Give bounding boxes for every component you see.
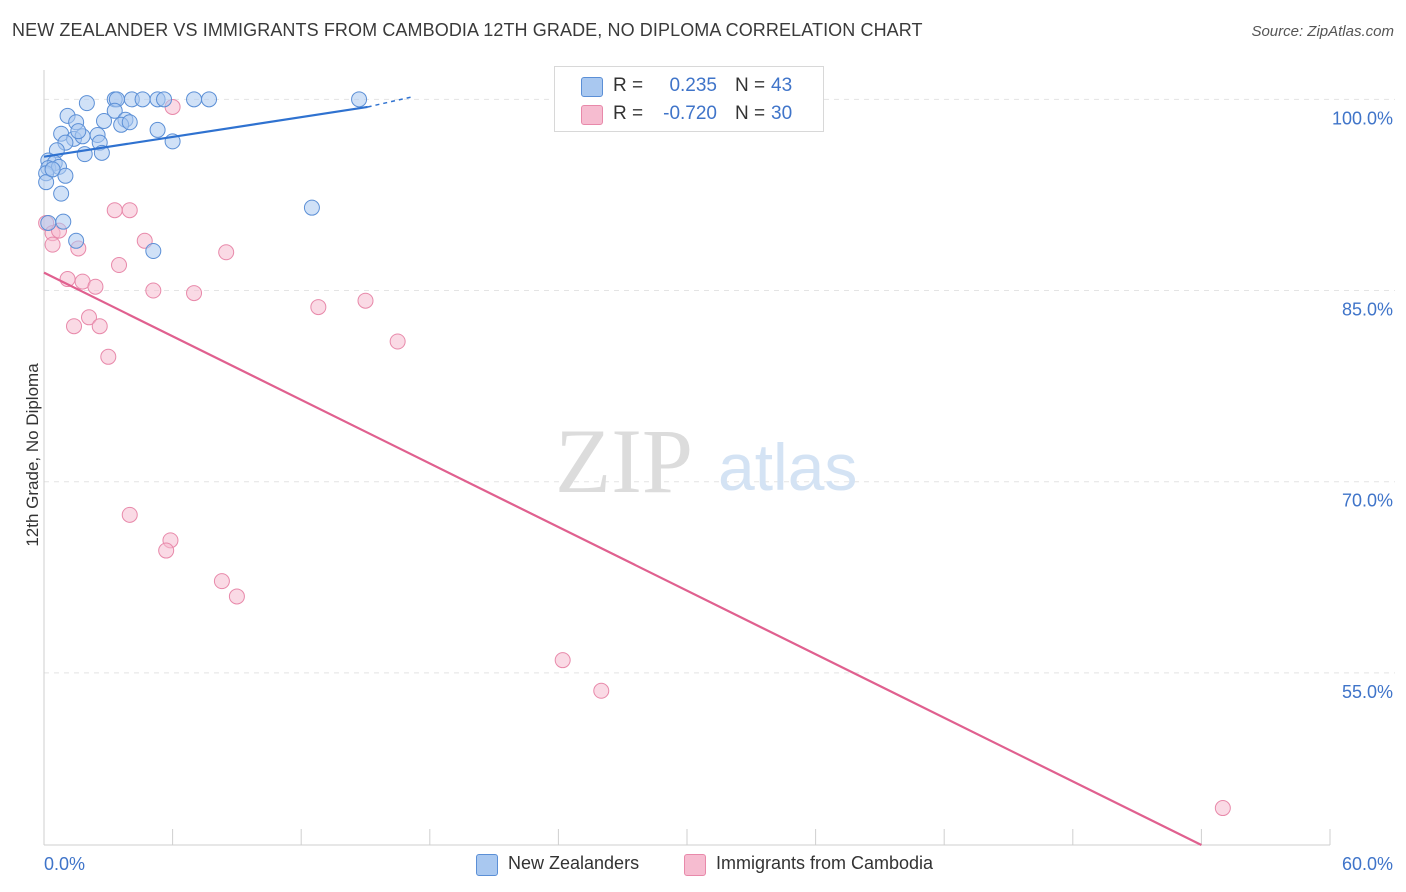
data-point-cambodia <box>218 244 235 261</box>
x-tick-label: 60.0% <box>1342 854 1393 874</box>
data-point-new-zealander <box>134 91 151 108</box>
watermark-atlas: atlas <box>718 430 857 504</box>
data-point-cambodia <box>310 299 327 316</box>
data-point-cambodia <box>357 292 374 309</box>
data-point-cambodia <box>389 333 406 350</box>
y-tick-labels: 55.0% 70.0% 85.0% 100.0% <box>1332 108 1393 702</box>
data-point-new-zealander <box>156 91 173 108</box>
data-point-new-zealander <box>145 243 162 260</box>
data-point-new-zealander <box>351 91 368 108</box>
watermark: ZIP atlas <box>555 410 857 512</box>
watermark-zip: ZIP <box>555 410 693 512</box>
data-point-cambodia <box>136 232 153 249</box>
data-point-cambodia <box>100 348 117 365</box>
legend-swatch-pink <box>581 105 603 125</box>
data-point-new-zealander <box>121 114 138 131</box>
legend-row-new-zealanders: R = 0.235 N = 43 <box>555 73 823 101</box>
y-tick-label: 55.0% <box>1342 682 1393 702</box>
data-point-cambodia <box>145 282 162 299</box>
data-point-cambodia <box>87 278 104 295</box>
data-point-new-zealander <box>53 185 70 202</box>
correlation-legend: R = 0.235 N = 43 R = -0.720 N = 30 <box>554 66 824 132</box>
source-label: Source: ZipAtlas.com <box>1251 23 1394 40</box>
legend-n-label: N = <box>735 103 766 124</box>
data-point-new-zealander <box>57 167 74 184</box>
axes <box>43 70 1331 846</box>
data-point-cambodia <box>186 285 203 302</box>
legend-row-immigrants-from-cambodia: R = -0.720 N = 30 <box>555 101 823 129</box>
legend-r-value: 0.235 <box>669 75 717 96</box>
legend-n-value: 30 <box>771 103 793 124</box>
bottom-legend-swatch-blue <box>476 854 498 876</box>
bottom-legend-swatch-pink <box>684 854 706 876</box>
y-tick-label: 70.0% <box>1342 491 1393 511</box>
series-new-zealanders <box>38 91 368 260</box>
data-point-new-zealander <box>149 121 166 138</box>
data-point-cambodia <box>158 542 175 559</box>
trend-lines <box>43 96 1202 846</box>
data-point-new-zealander <box>106 102 123 119</box>
chart-title: NEW ZEALANDER VS IMMIGRANTS FROM CAMBODI… <box>12 20 923 40</box>
data-point-new-zealander <box>186 91 203 108</box>
bottom-legend-label: Immigrants from Cambodia <box>716 853 934 873</box>
data-point-new-zealander <box>303 199 320 216</box>
data-point-cambodia <box>213 573 230 590</box>
data-point-new-zealander <box>201 91 218 108</box>
legend-r-label: R = <box>613 75 644 96</box>
data-point-new-zealander <box>70 123 87 140</box>
data-point-cambodia <box>554 652 571 669</box>
data-point-new-zealander <box>96 112 113 129</box>
data-point-cambodia <box>593 682 610 699</box>
x-tick-labels: 0.0% 60.0% <box>44 854 1393 874</box>
data-point-new-zealander <box>55 213 72 230</box>
data-point-cambodia <box>66 318 83 335</box>
y-tick-label: 100.0% <box>1332 108 1393 128</box>
legend-n-value: 43 <box>771 75 793 96</box>
data-point-cambodia <box>121 202 138 219</box>
data-point-new-zealander <box>40 214 57 231</box>
data-point-cambodia <box>111 257 128 274</box>
gridlines <box>44 98 1395 674</box>
data-point-cambodia <box>106 202 123 219</box>
x-tick-label: 0.0% <box>44 854 85 874</box>
data-point-new-zealander <box>78 95 95 112</box>
legend-n-label: N = <box>735 75 766 96</box>
trend-line-new-zealanders <box>43 105 368 158</box>
data-point-cambodia <box>1214 800 1231 817</box>
y-tick-label: 85.0% <box>1342 300 1393 320</box>
data-point-cambodia <box>228 588 245 605</box>
data-point-new-zealander <box>68 232 85 249</box>
trend-line-new-zealanders-extension <box>367 96 413 108</box>
bottom-legend-label: New Zealanders <box>508 853 640 873</box>
legend-swatch-blue <box>581 77 603 97</box>
data-point-cambodia <box>121 506 138 523</box>
legend-r-label: R = <box>613 103 644 124</box>
legend-r-value: -0.720 <box>663 103 717 124</box>
data-point-new-zealander <box>38 174 55 191</box>
data-point-cambodia <box>44 236 61 253</box>
trend-line-cambodia <box>43 271 1202 846</box>
data-point-new-zealander <box>44 161 61 178</box>
data-point-cambodia <box>81 309 98 326</box>
data-point-cambodia <box>91 318 108 335</box>
